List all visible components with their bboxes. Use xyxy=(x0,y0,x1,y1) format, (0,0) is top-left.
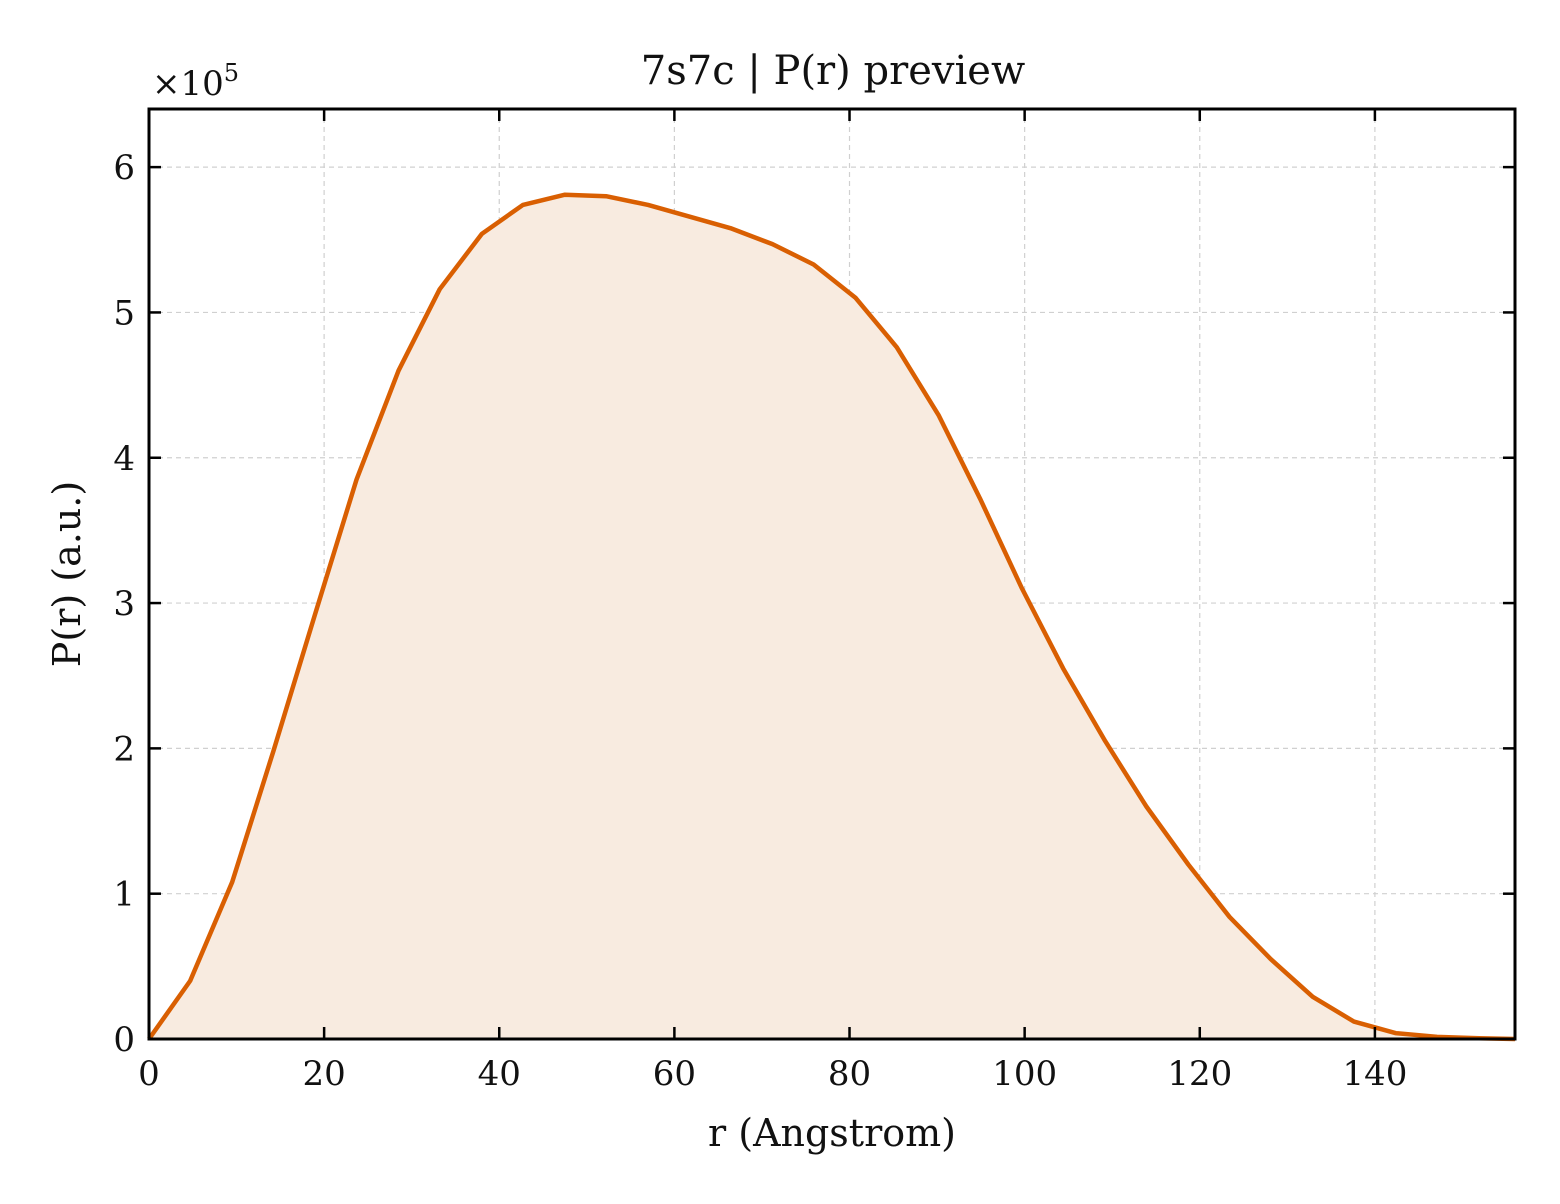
x-tick-label: 40 xyxy=(478,1054,521,1094)
y-tick-label: 0 xyxy=(113,1020,135,1060)
y-tick-label: 1 xyxy=(113,875,135,915)
x-tick-label: 140 xyxy=(1342,1054,1407,1094)
y-axis-offset-base: ×10 xyxy=(152,64,224,104)
x-tick-label: 100 xyxy=(992,1054,1057,1094)
chart-title: 7s7c | P(r) preview xyxy=(641,48,1025,94)
x-tick-label: 120 xyxy=(1167,1054,1232,1094)
y-tick-label: 4 xyxy=(113,439,135,479)
x-tick-label: 60 xyxy=(653,1054,696,1094)
y-tick-label: 5 xyxy=(113,293,135,333)
y-tick-label: 2 xyxy=(113,729,135,769)
series-line xyxy=(147,192,1516,1042)
x-axis-label: r (Angstrom) xyxy=(708,1111,956,1155)
tick-layer: 0 20 40 60 80 100 120 140 0 1 2 3 4 5 6 xyxy=(113,109,1515,1094)
y-axis-label: P(r) (a.u.) xyxy=(45,481,89,667)
series-area-fill xyxy=(149,194,1515,1040)
x-tick-label: 80 xyxy=(828,1054,871,1094)
y-axis-offset-exponent: 5 xyxy=(224,59,239,87)
y-tick-label: 3 xyxy=(113,584,135,624)
y-axis-offset-label: ×105 xyxy=(152,59,239,104)
x-tick-label: 0 xyxy=(138,1054,160,1094)
y-tick-label: 6 xyxy=(113,148,135,188)
plot-frame xyxy=(147,107,1517,1041)
x-tick-label: 20 xyxy=(302,1054,345,1094)
